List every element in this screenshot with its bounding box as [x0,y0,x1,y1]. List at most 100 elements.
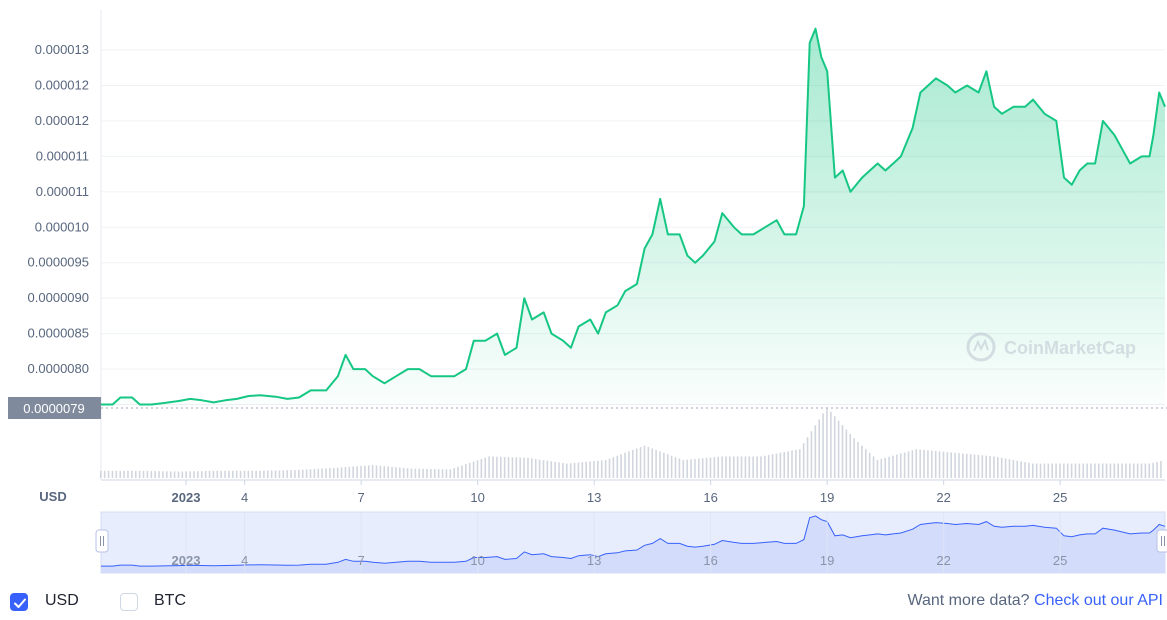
volume-bar [872,456,875,478]
volume-bar [360,465,362,478]
volume-bar [1074,463,1077,478]
x-axis-currency-label: USD [39,489,66,504]
volume-bar [465,464,467,478]
volume-bar [278,470,281,478]
volume-bar [783,452,786,478]
volume-bar [806,437,809,478]
volume-bar [391,466,393,478]
volume-bar [919,449,921,478]
volume-bar [430,469,432,478]
volume-bar [325,468,327,478]
navigator-tick-label: 16 [703,553,717,568]
volume-bar [1156,461,1158,478]
x-tick-label: 7 [358,490,365,505]
volume-bar [1086,463,1088,478]
volume-bar [709,457,712,478]
x-tick-label: 4 [241,490,248,505]
y-tick-label: 0.000010 [35,219,89,234]
volume-bar [826,407,828,478]
volume-bar [224,470,226,478]
volume-bar [748,456,751,478]
volume-bar [445,469,448,478]
volume-bar [1004,458,1007,478]
volume-bar [488,456,490,478]
x-tick-label: 10 [470,490,484,505]
volume-bar [791,450,793,478]
volume-bar [1090,463,1092,478]
volume-bar [729,456,731,478]
volume-bar [476,460,479,478]
chart-svg: 0.000013 0.000012 0.000012 0.000011 0.000011… [8,10,1167,574]
volume-bar [441,469,444,478]
volume-bar [830,411,832,478]
volume-bar [853,438,855,478]
volume-bar [1066,463,1069,478]
volume-bar [628,451,630,478]
volume-bar [993,456,995,478]
volume-bar [1024,462,1026,478]
volume-bar [313,469,316,478]
volume-bar [1078,463,1081,478]
volume-bar [166,471,168,478]
volume-bar [531,458,533,478]
volume-bar [635,448,638,478]
volume-bar [573,462,576,478]
volume-bar [402,467,405,478]
volume-bar [515,457,518,478]
volume-bar [1105,463,1108,478]
navigator-tick-label: 13 [587,553,601,568]
volume-bar [721,456,723,478]
volume-bar [892,455,894,478]
api-link[interactable]: Check out our API [1034,592,1163,609]
volume-bar [593,461,595,478]
volume-bar [162,471,164,478]
volume-bar [232,470,234,478]
volume-bar [146,470,149,478]
volume-bar [1016,460,1019,478]
volume-bar [519,457,521,478]
volume-bar [286,470,288,478]
y-tick-label: 0.0000080 [28,361,89,376]
volume-bar [1000,457,1003,478]
volume-bar [270,470,273,478]
x-tick-label: 25 [1053,490,1067,505]
volume-bar [581,462,584,478]
usd-checkbox[interactable] [10,593,28,611]
volume-bar [484,457,487,478]
volume-bar [1055,463,1057,478]
volume-bar [119,470,122,478]
volume-bar [934,451,937,478]
volume-bar [1113,463,1116,478]
volume-bar [1012,460,1015,478]
volume-bar [927,450,929,478]
navigator-left-handle[interactable] [95,529,109,553]
volume-bar [1132,463,1135,478]
volume-bar [1047,463,1050,478]
navigator-tick-label: 10 [470,553,484,568]
volume-bar [375,465,378,478]
volume-bar [406,468,409,478]
volume-bar [461,465,463,478]
volume-bar [453,468,455,478]
volume-bar [666,454,669,478]
navigator-right-handle[interactable] [1156,529,1167,553]
volume-bar [1031,463,1034,478]
volume-bar [395,467,397,478]
volume-bar [1063,463,1065,478]
volume-bar [503,456,506,478]
x-tick-label: 13 [587,490,601,505]
volume-bar [239,470,242,478]
volume-bar [942,451,945,478]
volume-bar [690,459,692,478]
volume-bar [263,470,265,478]
price-chart[interactable]: 0.000013 0.000012 0.000012 0.000011 0.000011… [0,0,1167,580]
volume-bar [309,469,312,478]
price-line [101,27,1166,406]
volume-bar [150,471,153,478]
volume-bar [499,456,502,478]
volume-bar [410,468,413,478]
volume-bar [138,470,141,478]
btc-checkbox[interactable] [120,593,138,611]
volume-bar [1121,463,1123,478]
volume-bar [775,453,778,478]
